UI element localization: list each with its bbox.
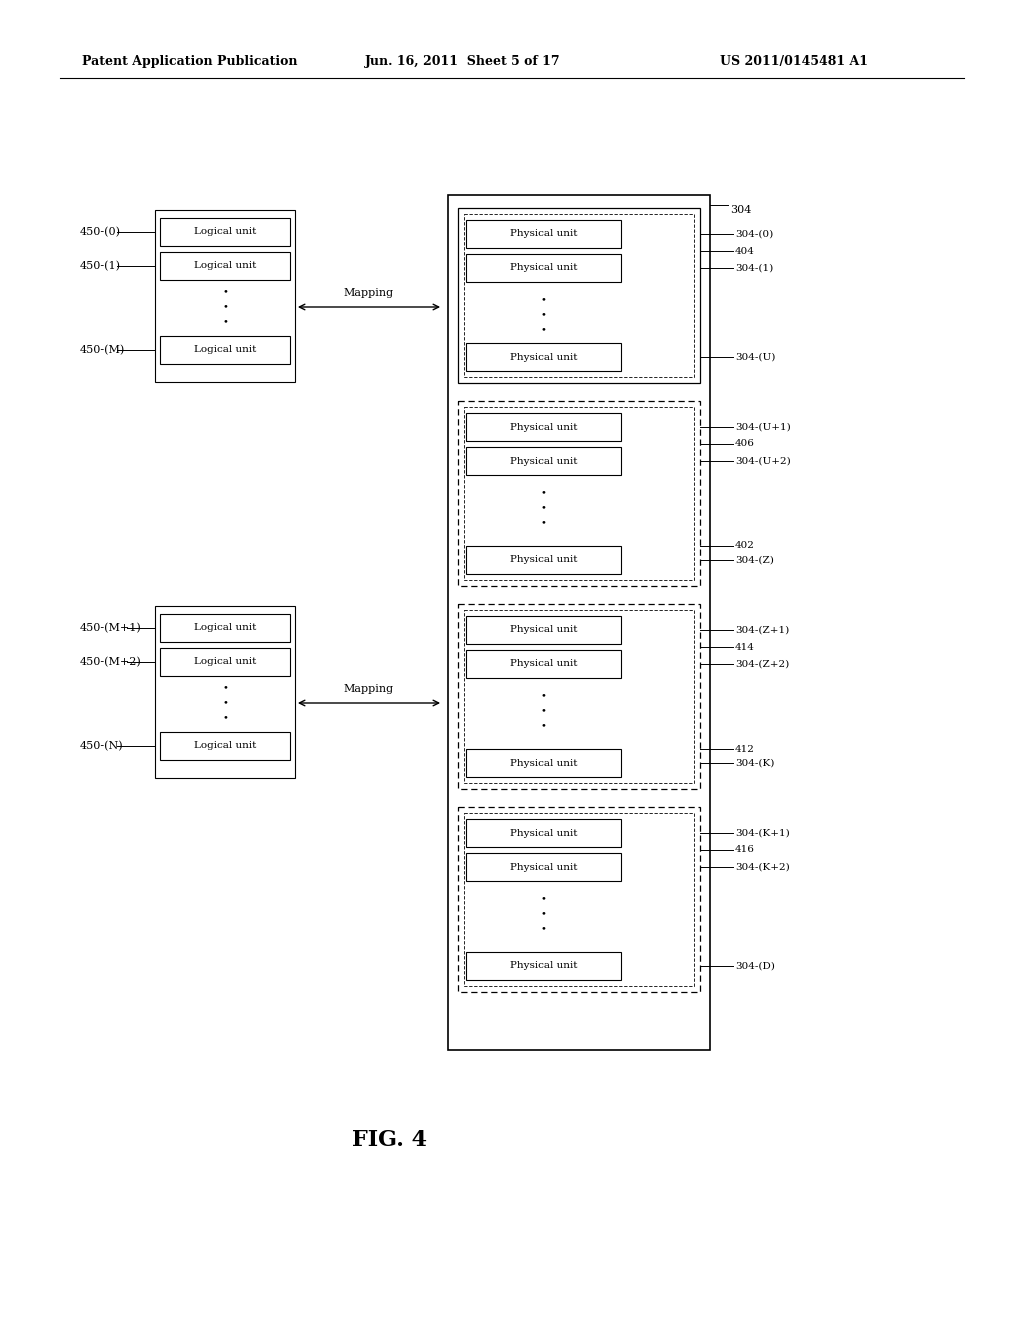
Text: •: •	[541, 722, 547, 730]
Text: 402: 402	[735, 541, 755, 550]
Text: Logical unit: Logical unit	[194, 623, 256, 632]
Text: Physical unit: Physical unit	[510, 862, 578, 871]
Text: 406: 406	[735, 440, 755, 449]
Text: 412: 412	[735, 744, 755, 754]
Text: Physical unit: Physical unit	[510, 230, 578, 239]
Bar	[466, 413, 621, 441]
Text: •: •	[541, 706, 547, 715]
Text: Physical unit: Physical unit	[510, 352, 578, 362]
Bar	[458, 209, 700, 383]
Text: •: •	[541, 909, 547, 919]
Text: Physical unit: Physical unit	[510, 961, 578, 970]
Bar	[160, 218, 290, 246]
Bar	[160, 733, 290, 760]
Text: Physical unit: Physical unit	[510, 759, 578, 767]
Bar	[466, 253, 621, 282]
Text: •: •	[541, 326, 547, 334]
Bar	[466, 853, 621, 880]
Text: 450-(N): 450-(N)	[80, 741, 124, 751]
Text: Patent Application Publication: Patent Application Publication	[82, 55, 298, 69]
Text: 304-(U): 304-(U)	[735, 352, 775, 362]
Bar	[466, 748, 621, 777]
Text: 450-(M+2): 450-(M+2)	[80, 657, 141, 667]
Bar	[458, 605, 700, 789]
Text: •: •	[541, 310, 547, 319]
Text: 304-(0): 304-(0)	[735, 230, 773, 239]
Text: 304: 304	[730, 205, 752, 215]
Text: 450-(0): 450-(0)	[80, 227, 121, 238]
Text: Physical unit: Physical unit	[510, 422, 578, 432]
Bar	[466, 447, 621, 475]
Text: 450-(M+1): 450-(M+1)	[80, 623, 141, 634]
Text: •: •	[541, 519, 547, 528]
Text: 304-(U+1): 304-(U+1)	[735, 422, 791, 432]
Text: Logical unit: Logical unit	[194, 742, 256, 751]
Text: •: •	[222, 288, 228, 297]
Text: Physical unit: Physical unit	[510, 829, 578, 837]
Text: 304-(K): 304-(K)	[735, 759, 774, 767]
Text: FIG. 4: FIG. 4	[352, 1129, 427, 1151]
Bar	[464, 214, 694, 378]
Text: •: •	[541, 488, 547, 498]
Text: •: •	[541, 692, 547, 701]
Text: •: •	[222, 302, 228, 312]
Text: 304-(K+1): 304-(K+1)	[735, 829, 790, 837]
Bar	[449, 195, 710, 1049]
Text: 304-(1): 304-(1)	[735, 264, 773, 272]
Bar	[466, 818, 621, 847]
Text: 304-(U+2): 304-(U+2)	[735, 457, 791, 466]
Bar	[155, 606, 295, 777]
Text: •: •	[541, 503, 547, 512]
Text: Jun. 16, 2011  Sheet 5 of 17: Jun. 16, 2011 Sheet 5 of 17	[365, 55, 560, 69]
Text: Physical unit: Physical unit	[510, 264, 578, 272]
Text: 304-(K+2): 304-(K+2)	[735, 862, 790, 871]
Text: US 2011/0145481 A1: US 2011/0145481 A1	[720, 55, 868, 69]
Text: Logical unit: Logical unit	[194, 261, 256, 271]
Text: 450-(M): 450-(M)	[80, 345, 125, 355]
Bar	[464, 407, 694, 579]
Bar	[160, 614, 290, 642]
Bar	[155, 210, 295, 381]
Text: 416: 416	[735, 846, 755, 854]
Text: Mapping: Mapping	[344, 684, 394, 694]
Bar	[466, 649, 621, 678]
Bar	[160, 337, 290, 364]
Bar	[458, 807, 700, 993]
Text: •: •	[222, 698, 228, 708]
Text: 304-(D): 304-(D)	[735, 961, 775, 970]
Text: •: •	[541, 296, 547, 305]
Text: 304-(Z+2): 304-(Z+2)	[735, 660, 790, 668]
Text: 414: 414	[735, 643, 755, 652]
Text: Physical unit: Physical unit	[510, 660, 578, 668]
Bar	[464, 610, 694, 783]
Text: Physical unit: Physical unit	[510, 457, 578, 466]
Bar	[458, 401, 700, 586]
Bar	[466, 952, 621, 979]
Text: •: •	[222, 684, 228, 693]
Bar	[466, 343, 621, 371]
Text: 304-(Z): 304-(Z)	[735, 556, 774, 565]
Text: Mapping: Mapping	[344, 288, 394, 298]
Text: 450-(1): 450-(1)	[80, 261, 121, 271]
Bar	[464, 813, 694, 986]
Bar	[466, 220, 621, 248]
Text: •: •	[541, 895, 547, 903]
Text: •: •	[541, 924, 547, 933]
Bar	[466, 546, 621, 574]
Text: Physical unit: Physical unit	[510, 556, 578, 565]
Text: 304-(Z+1): 304-(Z+1)	[735, 626, 790, 635]
Text: •: •	[222, 714, 228, 722]
Text: 404: 404	[735, 247, 755, 256]
Text: Physical unit: Physical unit	[510, 626, 578, 635]
Bar	[160, 648, 290, 676]
Text: Logical unit: Logical unit	[194, 657, 256, 667]
Bar	[466, 616, 621, 644]
Text: •: •	[222, 318, 228, 326]
Text: Logical unit: Logical unit	[194, 227, 256, 236]
Text: Logical unit: Logical unit	[194, 346, 256, 355]
Bar	[160, 252, 290, 280]
